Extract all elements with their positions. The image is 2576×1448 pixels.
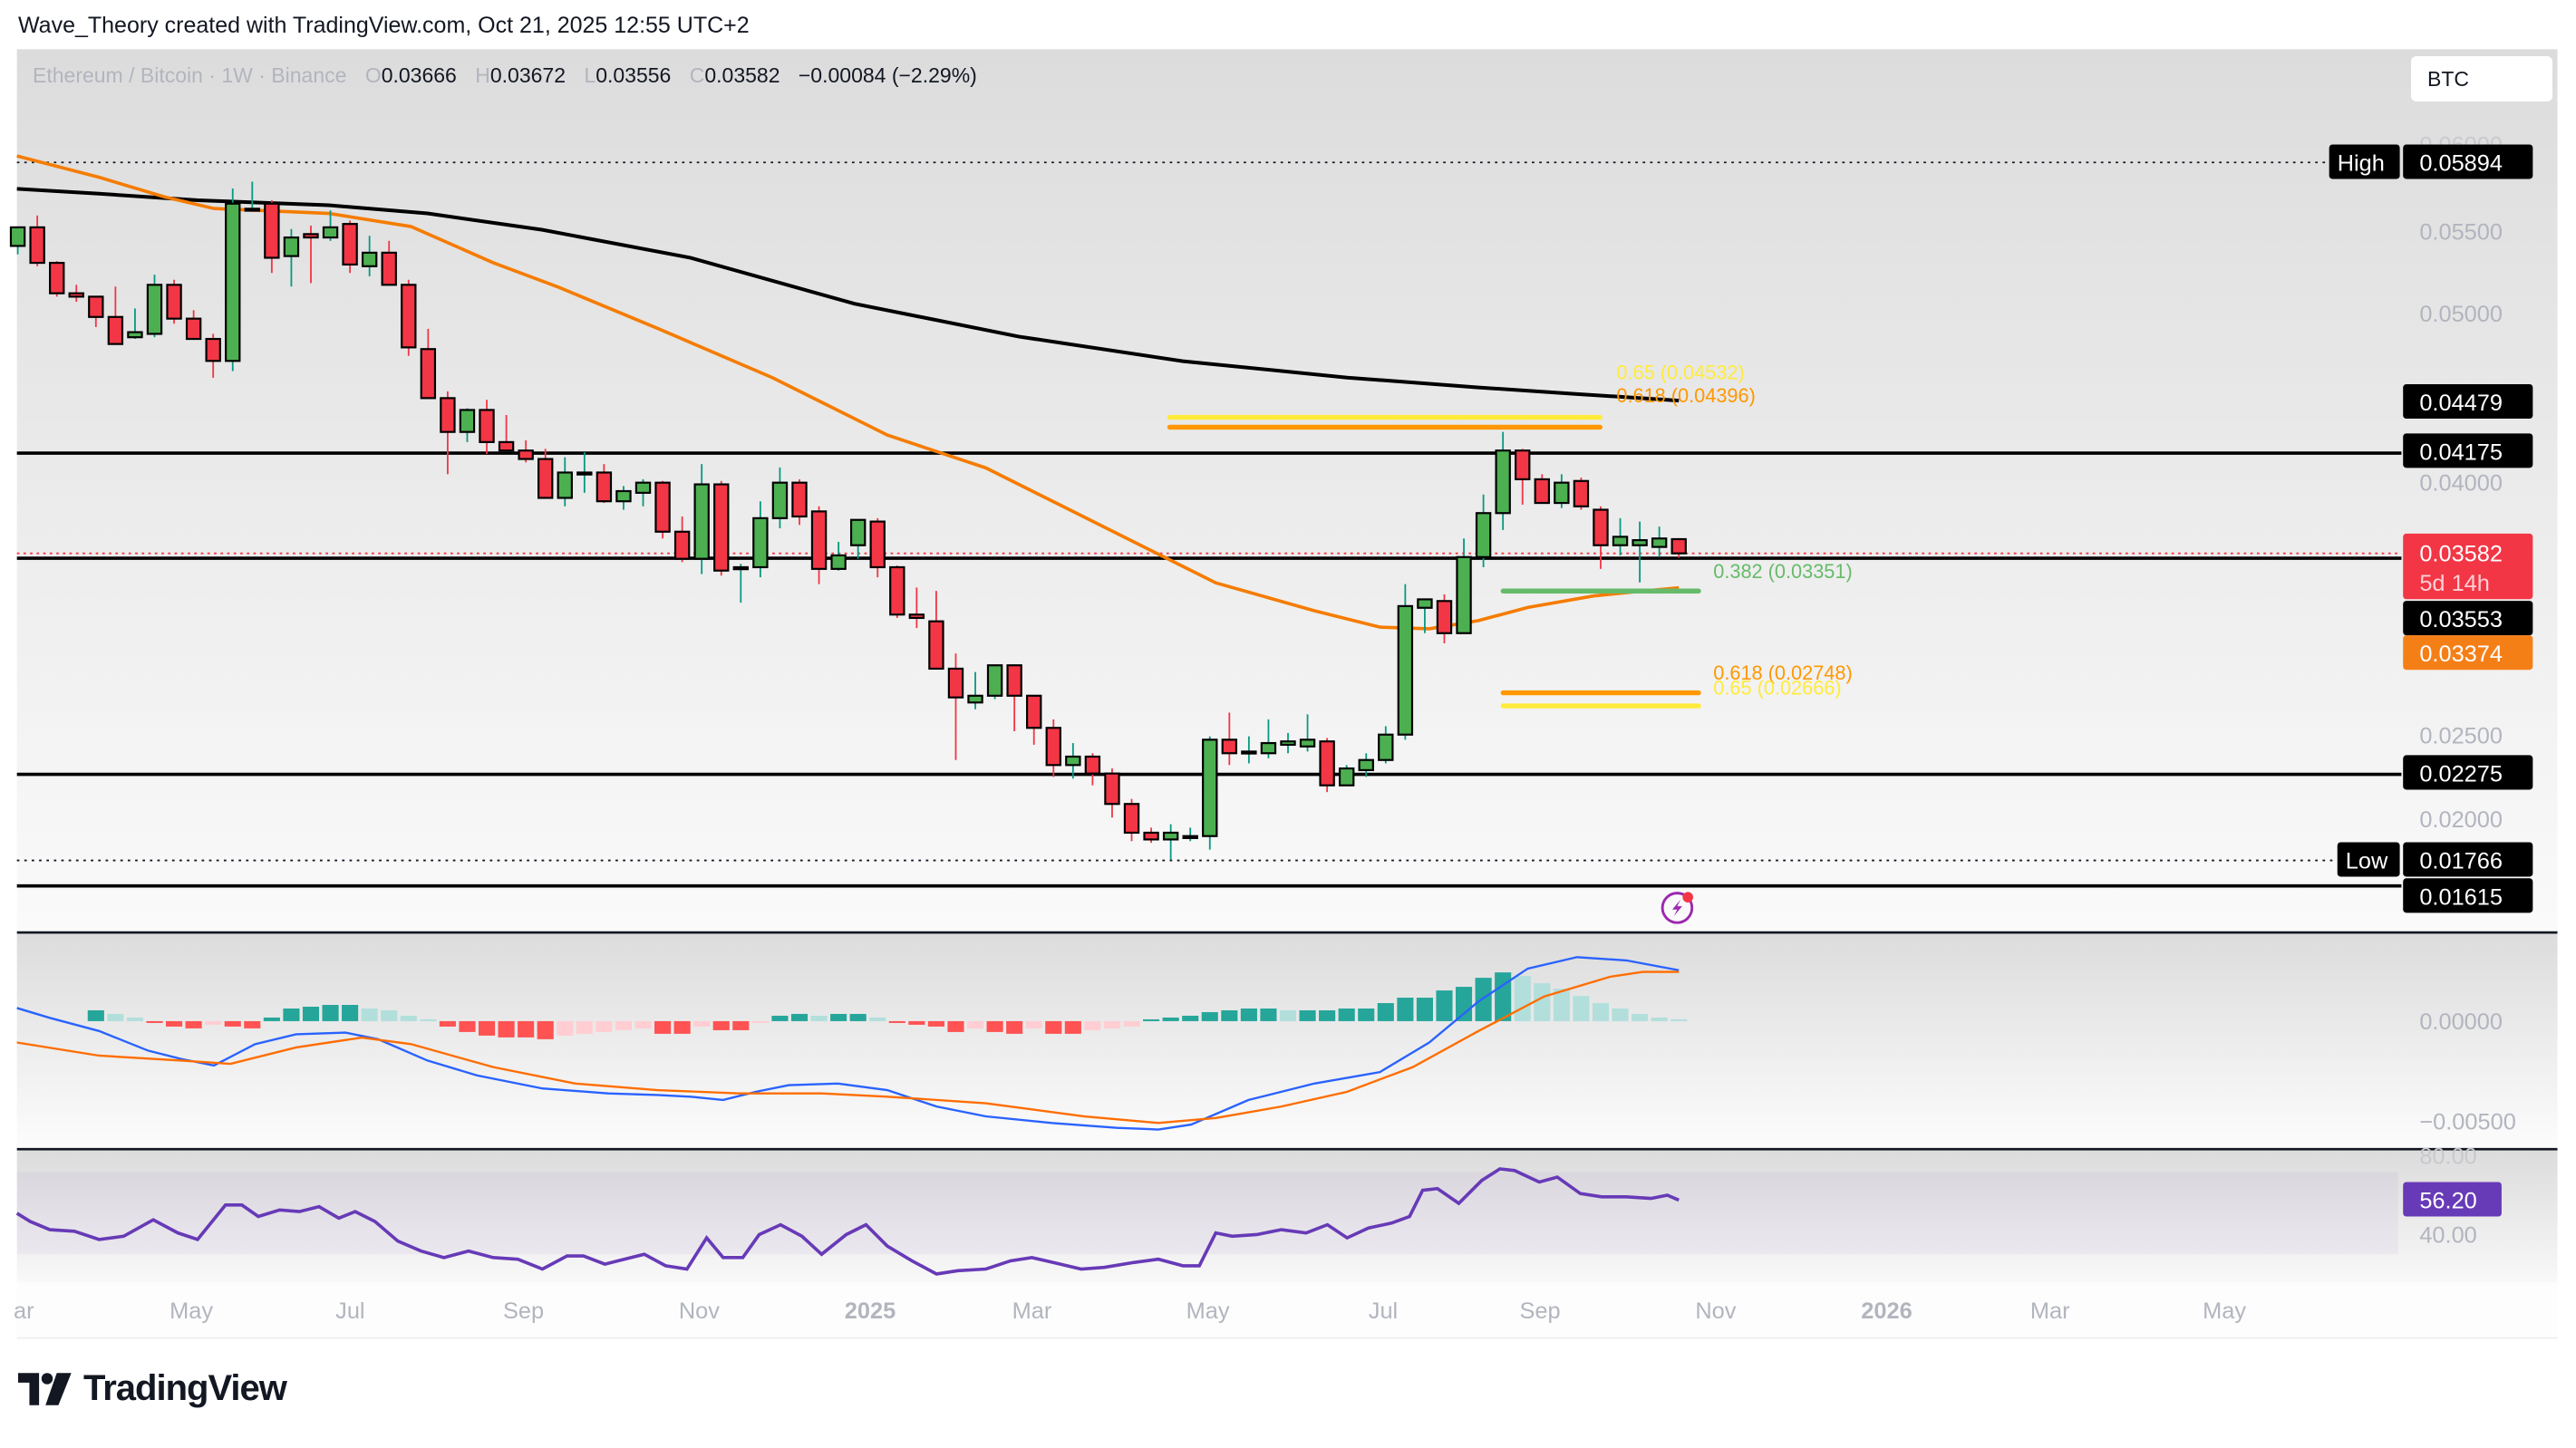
tradingview-logo: TradingView (18, 1368, 287, 1409)
macd-indicator (16, 956, 1688, 1131)
last-price-label: 0.03582 (2419, 542, 2503, 567)
rsi-indicator (15, 1167, 1680, 1276)
attribution: Wave_Theory created with TradingView.com… (18, 13, 750, 38)
macd-pane[interactable] (16, 933, 2558, 1148)
high-value: 0.03672 (489, 63, 566, 87)
high-value-label: 0.05894 (2419, 150, 2503, 176)
resistance-value-label: 0.04175 (2419, 439, 2503, 465)
close-value: 0.03582 (704, 63, 780, 87)
symbol-legend[interactable]: Ethereum / Bitcoin · 1W · Binance O0.036… (33, 63, 977, 87)
time-tick: Sep (1519, 1298, 1560, 1324)
support-value-label: 0.03553 (2419, 607, 2503, 632)
time-tick: ar (14, 1298, 34, 1324)
moving-averages (16, 154, 1680, 631)
bottom-level-label: 0.01615 (2419, 884, 2503, 910)
ma200-value-label: 0.04479 (2419, 391, 2503, 416)
fib-label-upper-065: 0.65 (0.04532) (1616, 362, 1744, 384)
high-tag: High (2338, 150, 2385, 176)
candlesticks (9, 181, 1687, 860)
time-tick: May (1186, 1298, 1230, 1324)
fibonacci-levels (1167, 414, 1701, 709)
open-value: 0.03666 (381, 63, 457, 87)
price-tick: 0.02500 (2419, 724, 2503, 749)
price-axis[interactable]: 0.06000 0.05500 0.05000 0.04000 0.02500 … (2419, 132, 2503, 833)
rsi-pane[interactable] (16, 1151, 2558, 1283)
currency-button[interactable]: BTC (2411, 56, 2552, 101)
price-tick: 0.04000 (2419, 471, 2503, 497)
rsi-tick: 40.00 (2419, 1223, 2476, 1249)
low-tag: Low (2346, 848, 2388, 874)
time-tick: Jul (335, 1298, 364, 1324)
rsi-tick: 80.00 (2419, 1144, 2476, 1170)
rsi-band (16, 1172, 2398, 1255)
low-value: 0.03556 (596, 63, 672, 87)
macd-tick: −0.00500 (2419, 1110, 2515, 1135)
tradingview-mark-icon (18, 1372, 72, 1405)
time-tick: Sep (503, 1298, 544, 1324)
time-axis-pane (16, 1282, 2558, 1338)
rsi-value-label: 56.20 (2419, 1188, 2476, 1213)
fib-label-upper-0618: 0.618 (0.04396) (1616, 384, 1755, 407)
time-tick: Jul (1369, 1298, 1398, 1324)
price-tick: 0.02000 (2419, 807, 2503, 833)
time-tick: Nov (679, 1298, 720, 1324)
symbol-title: Ethereum / Bitcoin · 1W · Binance (33, 63, 347, 87)
fib-label-lower-065: 0.65 (0.02666) (1713, 676, 1841, 699)
macd-tick: 0.00000 (2419, 1009, 2503, 1035)
low-value-label: 0.01766 (2419, 848, 2503, 874)
time-tick: Nov (1695, 1298, 1736, 1324)
lightning-icon[interactable] (1661, 892, 1694, 924)
bar-countdown-label: 5d 14h (2419, 571, 2490, 596)
fib-label-mid-0382: 0.382 (0.03351) (1713, 560, 1852, 583)
change-value: −0.00084 (−2.29%) (798, 63, 977, 87)
main-pane[interactable] (16, 49, 2558, 932)
price-tick: 0.05000 (2419, 302, 2503, 327)
time-tick: Mar (2030, 1298, 2070, 1324)
price-labels: High 0.05894 0.04479 0.04175 0.03582 5d … (2329, 144, 2533, 913)
time-tick: May (169, 1298, 213, 1324)
time-axis[interactable]: ar May Jul Sep Nov 2025 Mar May Jul Sep … (14, 1298, 2246, 1324)
price-tick: 0.05500 (2419, 220, 2503, 246)
time-tick: 2025 (845, 1298, 896, 1324)
time-tick: Mar (1012, 1298, 1052, 1324)
time-tick: 2026 (1861, 1298, 1912, 1324)
ma50-value-label: 0.03374 (2419, 642, 2503, 667)
support-low-value-label: 0.02275 (2419, 761, 2503, 787)
time-tick: May (2203, 1298, 2246, 1324)
fib-label-lower-0618: 0.618 (0.02748) (1713, 661, 1852, 684)
